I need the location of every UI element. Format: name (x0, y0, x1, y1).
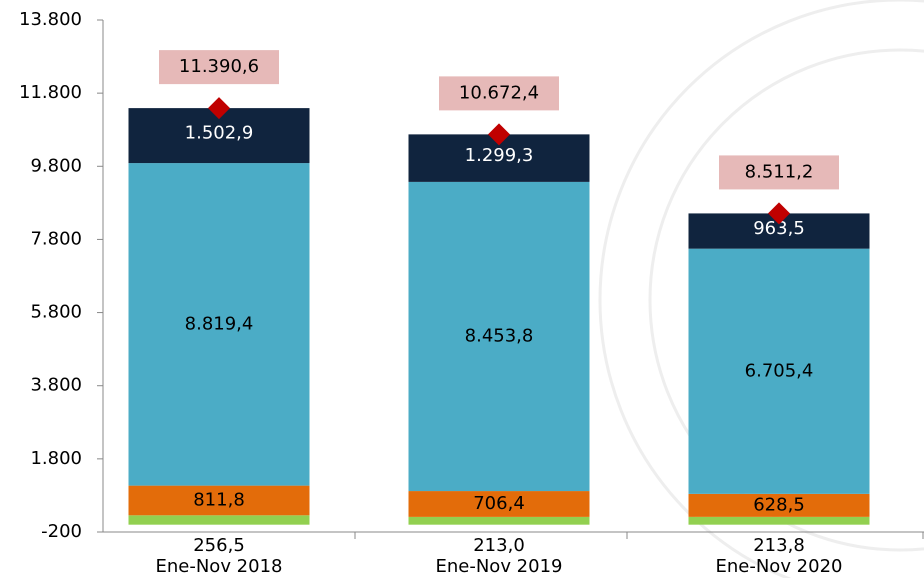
x-tick-label: Ene-Nov 2019 (435, 556, 562, 577)
total-marker (208, 97, 230, 120)
y-tick-label: 9.800 (30, 155, 82, 176)
data-label: 1.502,9 (185, 123, 254, 144)
bar-segment (128, 485, 310, 516)
bar-segment (688, 493, 870, 517)
data-label: 963,5 (753, 218, 805, 239)
data-label: 811,8 (193, 489, 245, 510)
y-tick-label: 5.800 (30, 302, 82, 323)
total-label: 11.390,6 (179, 56, 259, 77)
watermark (598, 0, 924, 578)
bar-segment (128, 163, 310, 486)
y-tick-label: 11.800 (19, 82, 82, 103)
y-tick-label: 7.800 (30, 228, 82, 249)
data-label: 6.705,4 (745, 360, 814, 381)
total-marker (768, 202, 790, 225)
y-tick-label: -200 (41, 521, 82, 542)
total-label: 8.511,2 (745, 161, 814, 182)
data-label: 706,4 (473, 493, 525, 514)
x-tick-label: Ene-Nov 2018 (155, 556, 282, 577)
data-label: 628,5 (753, 494, 805, 515)
y-tick-label: 13.800 (19, 9, 82, 30)
total-label-box (439, 76, 559, 111)
bar-segment (408, 516, 590, 525)
bar-segment (688, 516, 870, 525)
y-tick-label: 1.800 (30, 448, 82, 469)
data-label: 256,5 (193, 535, 245, 556)
total-marker (488, 123, 510, 146)
bar-segment (408, 491, 590, 517)
x-tick-label: Ene-Nov 2020 (715, 556, 842, 577)
total-label: 10.672,4 (459, 82, 539, 103)
bar-segment (688, 248, 870, 494)
y-tick-label: 3.800 (30, 375, 82, 396)
bar-segment (408, 181, 590, 492)
total-label-box (719, 155, 839, 190)
data-label: 8.453,8 (465, 325, 534, 346)
total-label-box (159, 50, 279, 85)
data-label: 213,0 (473, 535, 525, 556)
bar-segment (128, 515, 310, 525)
data-label: 213,8 (753, 535, 805, 556)
data-label: 1.299,3 (465, 145, 534, 166)
data-label: 8.819,4 (185, 313, 254, 334)
